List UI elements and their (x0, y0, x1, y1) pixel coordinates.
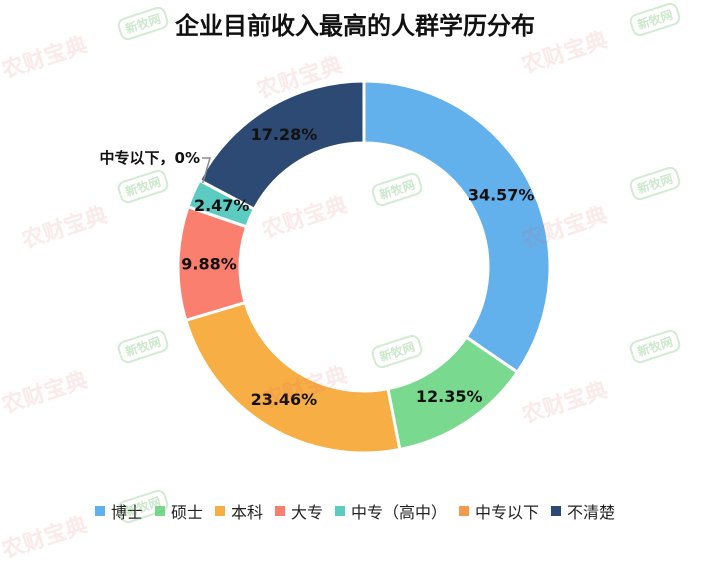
callout-leader-line (202, 157, 211, 184)
donut-slices (176, 79, 552, 455)
chart-title: 企业目前收入最高的人群学历分布 (175, 12, 535, 40)
legend-label: 大专 (290, 503, 323, 522)
legend-swatch (335, 506, 345, 516)
data-label: 2.47% (194, 196, 250, 215)
legend-swatch (154, 506, 165, 516)
legend-item: 中专以下 (459, 499, 539, 523)
donut-slice (197, 79, 366, 212)
donut-slice (362, 79, 552, 375)
legend-label: 中专（高中） (351, 503, 448, 522)
data-label: 12.35% (416, 387, 483, 406)
legend-item: 不清楚 (551, 499, 615, 523)
legend-swatch (459, 506, 470, 516)
legend-item: 本科 (214, 499, 263, 523)
data-label: 17.28% (251, 125, 318, 144)
legend-swatch (214, 506, 225, 516)
legend-swatch (551, 506, 562, 516)
legend-swatch (274, 506, 285, 516)
legend-item: 大专 (274, 499, 323, 523)
legend-item: 中专（高中） (335, 499, 447, 523)
legend-label: 本科 (230, 503, 263, 522)
callout-label: 中专以下，0% (100, 149, 200, 167)
legend-label: 中专以下 (475, 503, 540, 522)
legend-label: 不清楚 (567, 503, 616, 522)
data-label: 9.88% (181, 254, 237, 273)
legend-label: 博士 (110, 503, 143, 522)
data-label: 23.46% (251, 390, 318, 409)
legend-item: 博士 (94, 499, 143, 523)
legend-label: 硕士 (170, 503, 203, 522)
chart-legend: 博士 硕士 本科 大专 中专（高中） 中专以下 不清楚 (0, 497, 710, 525)
data-label: 34.57% (468, 185, 535, 204)
legend-swatch (94, 506, 105, 516)
donut-slice (183, 300, 402, 455)
donut-chart: 34.57% 12.35% 23.46% 9.88% 2.47% 中专以下，0% 17.28… (100, 79, 552, 455)
donut-labels: 34.57% 12.35% 23.46% 9.88% 2.47% 中专以下，0% 17.28… (100, 125, 535, 409)
legend-item: 硕士 (154, 499, 203, 523)
